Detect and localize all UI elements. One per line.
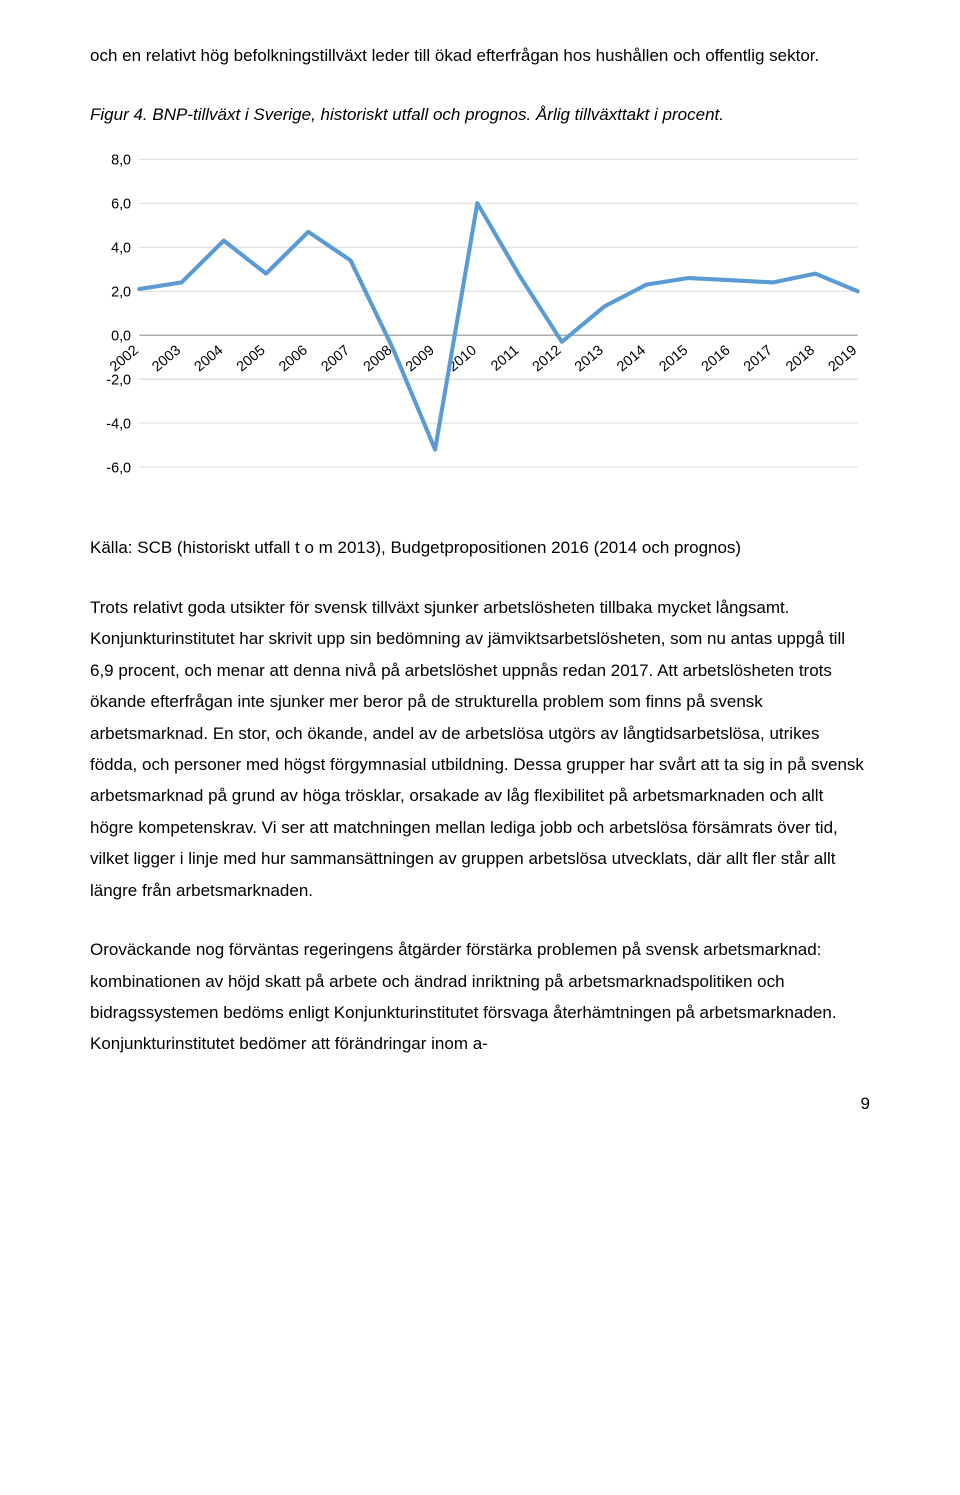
svg-text:2006: 2006 [276, 342, 311, 375]
svg-text:2014: 2014 [614, 342, 649, 375]
svg-text:2012: 2012 [530, 342, 565, 375]
svg-text:2016: 2016 [699, 342, 734, 375]
svg-text:2005: 2005 [234, 342, 269, 375]
svg-text:2007: 2007 [318, 342, 353, 375]
svg-text:2004: 2004 [192, 342, 227, 375]
svg-text:2002: 2002 [107, 342, 142, 375]
svg-text:-6,0: -6,0 [106, 460, 131, 476]
svg-text:-4,0: -4,0 [106, 416, 131, 432]
svg-text:2013: 2013 [572, 342, 607, 375]
svg-text:2018: 2018 [783, 342, 818, 375]
svg-text:6,0: 6,0 [111, 196, 131, 212]
svg-text:2009: 2009 [403, 342, 438, 375]
svg-text:2,0: 2,0 [111, 284, 131, 300]
page-number: 9 [90, 1088, 870, 1119]
svg-text:0,0: 0,0 [111, 328, 131, 344]
bnp-chart: 8,06,04,02,00,0-2,0-4,0-6,02002200320042… [90, 149, 870, 518]
body-paragraph-2: Oroväckande nog förväntas regeringens åt… [90, 934, 870, 1060]
line-chart-svg: 8,06,04,02,00,0-2,0-4,0-6,02002200320042… [90, 149, 870, 518]
chart-source: Källa: SCB (historiskt utfall t o m 2013… [90, 532, 870, 563]
svg-text:2015: 2015 [656, 342, 691, 375]
svg-text:2017: 2017 [741, 342, 776, 375]
svg-text:4,0: 4,0 [111, 240, 131, 256]
svg-text:2011: 2011 [488, 342, 522, 374]
figure-caption: Figur 4. BNP-tillväxt i Sverige, histori… [90, 99, 870, 130]
svg-text:8,0: 8,0 [111, 152, 131, 168]
body-paragraph-1: Trots relativt goda utsikter för svensk … [90, 592, 870, 906]
svg-text:-2,0: -2,0 [106, 372, 131, 388]
svg-text:2019: 2019 [825, 342, 860, 375]
intro-paragraph: och en relativt hög befolkningstillväxt … [90, 40, 870, 71]
svg-text:2003: 2003 [149, 342, 184, 375]
